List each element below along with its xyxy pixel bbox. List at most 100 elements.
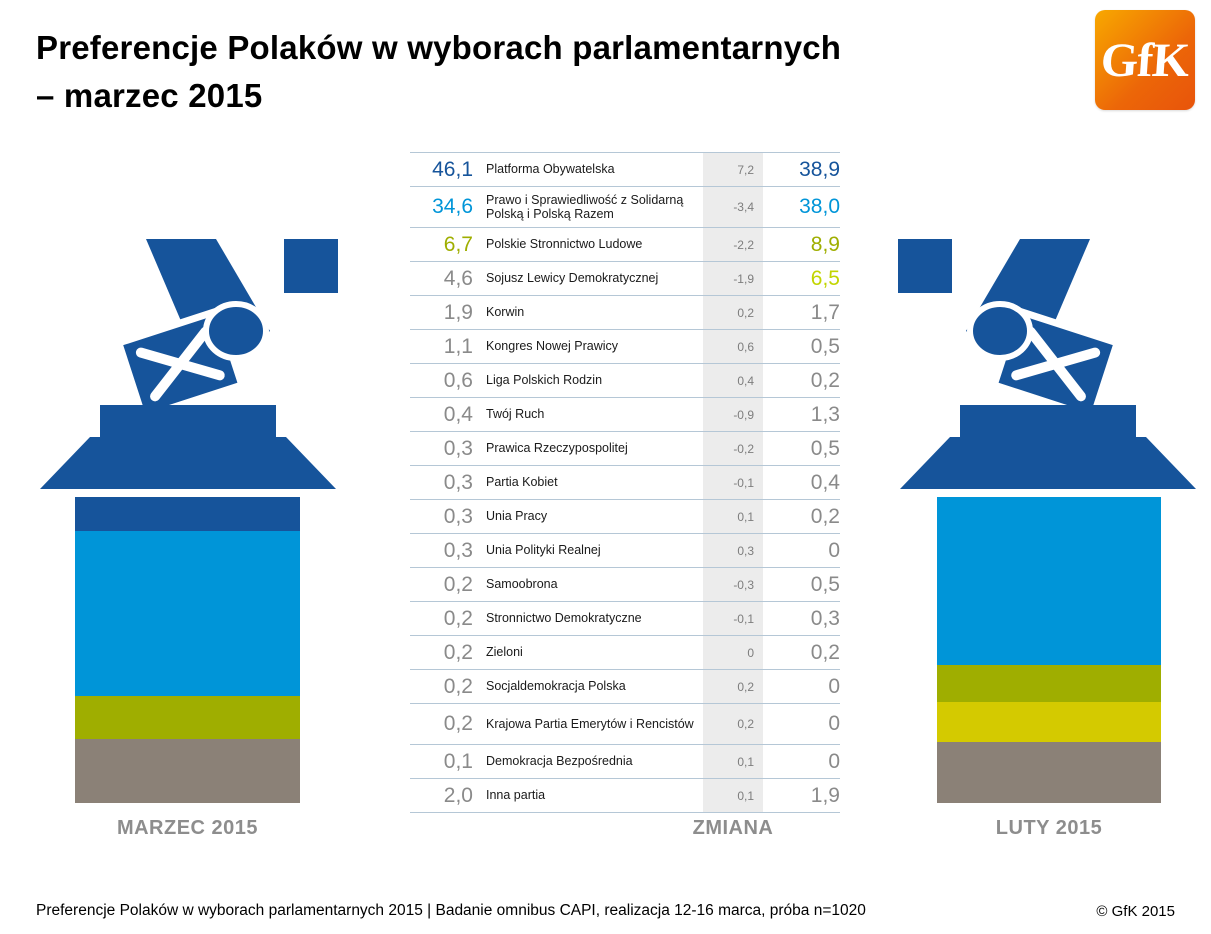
party-name: Unia Pracy — [486, 509, 548, 524]
feb-value: 1,7 — [810, 300, 840, 324]
gfk-logo-text: GfK — [1099, 33, 1191, 87]
march-value: 0,1 — [443, 749, 473, 773]
table-row: 2,0 Inna partia 0,1 1,9 — [410, 779, 840, 813]
bar-segment-warm_gray — [75, 738, 300, 803]
feb-value: 0,5 — [810, 572, 840, 596]
feb-value: 1,3 — [810, 402, 840, 426]
march-value: 4,6 — [443, 266, 473, 290]
feb-value: 8,9 — [810, 232, 840, 256]
table-row: 0,2 Zieloni 0 0,2 — [410, 636, 840, 670]
table-row: 34,6 Prawo i Sprawiedliwość z Solidarną … — [410, 187, 840, 228]
feb-value: 0,3 — [810, 606, 840, 630]
feb-value: 38,0 — [799, 195, 840, 218]
stacked-bar-february — [937, 497, 1161, 803]
party-name: Liga Polskich Rodzin — [486, 373, 603, 388]
feb-value: 0 — [828, 712, 840, 735]
feb-value: 0,2 — [810, 504, 840, 528]
page-title-line2: – marzec 2015 — [36, 77, 263, 114]
march-value: 0,2 — [443, 572, 473, 596]
ballot-box-icon-march — [38, 238, 338, 490]
change-value: -1,9 — [703, 262, 763, 295]
stacked-bar-march — [75, 497, 300, 803]
bar-segment-dark_blue — [75, 497, 300, 531]
change-value: -0,9 — [703, 398, 763, 431]
party-name: Prawo i Sprawiedliwość z Solidarną Polsk… — [486, 192, 684, 221]
feb-value: 0,5 — [810, 436, 840, 460]
label-marzec-2015: MARZEC 2015 — [116, 817, 259, 839]
party-name: Samoobrona — [486, 577, 558, 592]
table-row: 1,1 Kongres Nowej Prawicy 0,6 0,5 — [410, 330, 840, 364]
change-value: 0,3 — [703, 534, 763, 567]
table-row: 0,2 Stronnictwo Demokratyczne -0,1 0,3 — [410, 602, 840, 636]
change-value: -0,2 — [703, 432, 763, 465]
change-value: -3,4 — [703, 187, 763, 227]
party-name: Platforma Obywatelska — [486, 162, 615, 177]
party-name: Socjaldemokracja Polska — [486, 679, 626, 694]
table-row: 46,1 Platforma Obywatelska 7,2 38,9 — [410, 153, 840, 187]
bar-segment-cyan — [75, 530, 300, 696]
march-value: 46,1 — [432, 157, 473, 181]
bar-segment-olive — [75, 695, 300, 739]
change-value: 7,2 — [703, 153, 763, 186]
table-row: 0,3 Unia Pracy 0,1 0,2 — [410, 500, 840, 534]
table-row: 0,3 Unia Polityki Realnej 0,3 0 — [410, 534, 840, 568]
label-zmiana: ZMIANA — [692, 817, 774, 839]
feb-value: 0,4 — [810, 470, 840, 494]
change-value: -0,1 — [703, 466, 763, 499]
party-name: Korwin — [486, 305, 525, 320]
march-value: 2,0 — [443, 783, 473, 807]
party-name: Prawica Rzeczypospolitej — [486, 441, 628, 456]
march-value: 0,2 — [443, 712, 473, 735]
table-row: 0,3 Prawica Rzeczypospolitej -0,2 0,5 — [410, 432, 840, 466]
label-luty-2015: LUTY 2015 — [995, 817, 1103, 839]
table-row: 0,3 Partia Kobiet -0,1 0,4 — [410, 466, 840, 500]
change-value: 0,2 — [703, 704, 763, 744]
table-row: 0,6 Liga Polskich Rodzin 0,4 0,2 — [410, 364, 840, 398]
gfk-logo: GfK — [1095, 10, 1195, 110]
bar-segment-yellow — [937, 702, 1161, 742]
feb-value: 38,9 — [799, 157, 840, 181]
feb-value: 0,5 — [810, 334, 840, 358]
page-title-line1: Preferencje Polaków w wyborach parlament… — [36, 29, 842, 66]
party-name: Demokracja Bezpośrednia — [486, 754, 633, 769]
march-value: 0,4 — [443, 402, 473, 426]
table-row: 1,9 Korwin 0,2 1,7 — [410, 296, 840, 330]
feb-value: 0 — [828, 749, 840, 773]
party-name: Kongres Nowej Prawicy — [486, 339, 618, 354]
feb-value: 6,5 — [810, 266, 840, 290]
change-value: 0,1 — [703, 745, 763, 778]
table-row: 0,2 Krajowa Partia Emerytów i Rencistów … — [410, 704, 840, 745]
march-value: 6,7 — [443, 232, 473, 256]
table-row: 4,6 Sojusz Lewicy Demokratycznej -1,9 6,… — [410, 262, 840, 296]
table-row: 0,4 Twój Ruch -0,9 1,3 — [410, 398, 840, 432]
ballot-box-icon — [38, 238, 338, 490]
march-value: 0,3 — [443, 470, 473, 494]
party-name: Unia Polityki Realnej — [486, 543, 601, 558]
change-value: 0,2 — [703, 670, 763, 703]
bar-segment-cyan — [937, 497, 1161, 666]
march-value: 0,3 — [443, 538, 473, 562]
page-title: Preferencje Polaków w wyborach parlament… — [36, 24, 841, 120]
change-value: -0,1 — [703, 602, 763, 635]
change-value: 0,1 — [703, 500, 763, 533]
change-value: -2,2 — [703, 228, 763, 261]
change-value: 0,6 — [703, 330, 763, 363]
ballot-box-icon-february — [898, 238, 1198, 490]
change-value: 0 — [703, 636, 763, 669]
march-value: 0,3 — [443, 436, 473, 460]
march-value: 1,9 — [443, 300, 473, 324]
feb-value: 1,9 — [810, 783, 840, 807]
march-value: 0,3 — [443, 504, 473, 528]
bar-segment-warm_gray — [937, 741, 1161, 803]
march-value: 34,6 — [432, 195, 473, 218]
march-value: 1,1 — [443, 334, 473, 358]
party-table: 46,1 Platforma Obywatelska 7,2 38,9 34,6… — [410, 152, 840, 813]
feb-value: 0,2 — [810, 640, 840, 664]
table-row: 0,1 Demokracja Bezpośrednia 0,1 0 — [410, 745, 840, 779]
party-name: Stronnictwo Demokratyczne — [486, 611, 642, 626]
change-value: 0,2 — [703, 296, 763, 329]
table-row: 6,7 Polskie Stronnictwo Ludowe -2,2 8,9 — [410, 228, 840, 262]
party-name: Inna partia — [486, 788, 546, 803]
march-value: 0,2 — [443, 674, 473, 698]
